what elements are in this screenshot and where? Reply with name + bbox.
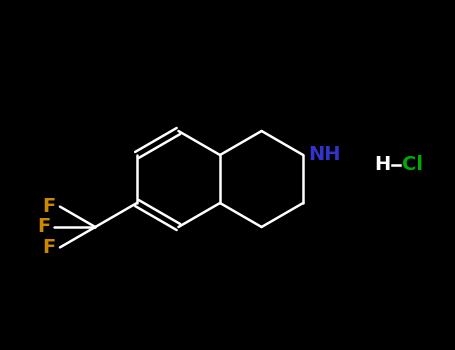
Text: F: F bbox=[37, 217, 51, 237]
Text: H: H bbox=[374, 155, 390, 175]
Text: NH: NH bbox=[308, 146, 341, 164]
Text: Cl: Cl bbox=[402, 155, 423, 175]
Text: F: F bbox=[43, 197, 56, 216]
Text: F: F bbox=[43, 238, 56, 257]
